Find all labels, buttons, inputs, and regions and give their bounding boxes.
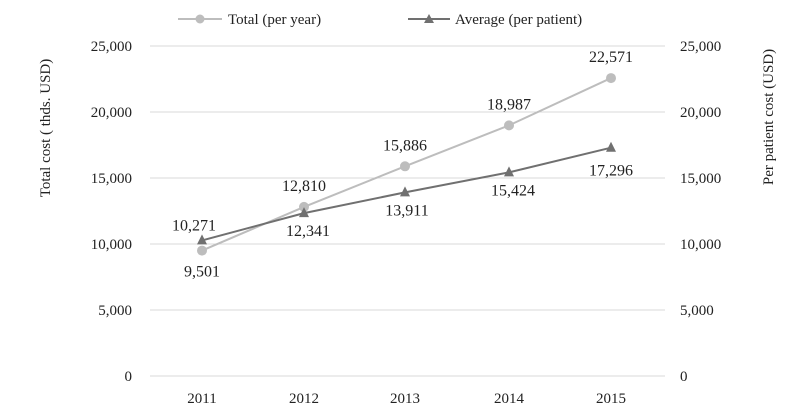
right-y-tick-label: 25,000 bbox=[680, 39, 721, 55]
data-point-circle bbox=[197, 245, 207, 256]
x-tick-label: 2011 bbox=[187, 391, 216, 407]
legend-item-average: Average (per patient) bbox=[408, 12, 582, 28]
x-tick-label: 2015 bbox=[596, 391, 626, 407]
left-y-tick-label: 5,000 bbox=[98, 303, 132, 319]
data-label: 15,886 bbox=[383, 137, 427, 154]
data-label: 10,271 bbox=[172, 217, 216, 234]
legend-item-total: Total (per year) bbox=[178, 12, 321, 28]
data-label: 9,501 bbox=[184, 264, 220, 281]
data-labels: 9,501 12,810 15,886 18,987 22,571 10,271 12,34… bbox=[172, 49, 633, 281]
left-y-tick-label: 15,000 bbox=[91, 171, 132, 187]
data-point-circle bbox=[504, 120, 514, 131]
right-y-axis-title: Per patient cost (USD) bbox=[761, 49, 777, 185]
left-y-axis-title: Total cost ( thds. USD) bbox=[38, 59, 54, 198]
right-y-tick-label: 15,000 bbox=[680, 171, 721, 187]
left-y-tick-label: 20,000 bbox=[91, 105, 132, 121]
data-point-triangle bbox=[606, 141, 616, 152]
x-tick-label: 2014 bbox=[494, 391, 525, 407]
data-label: 18,987 bbox=[487, 96, 531, 113]
right-y-axis-ticks: 0 5,000 10,000 15,000 20,000 25,000 bbox=[680, 39, 721, 385]
legend-triangle-marker bbox=[424, 14, 434, 23]
legend-label: Average (per patient) bbox=[455, 12, 582, 28]
data-point-circle bbox=[400, 161, 410, 172]
left-y-tick-label: 0 bbox=[125, 369, 133, 385]
data-point-circle bbox=[606, 73, 616, 84]
right-y-tick-label: 20,000 bbox=[680, 105, 721, 121]
data-label: 22,571 bbox=[589, 49, 633, 66]
x-tick-label: 2012 bbox=[289, 391, 319, 407]
legend: Total (per year) Average (per patient) bbox=[178, 12, 582, 28]
x-axis-ticks: 2011 2012 2013 2014 2015 bbox=[187, 391, 626, 407]
legend-label: Total (per year) bbox=[228, 12, 321, 28]
left-y-axis-ticks: 0 5,000 10,000 15,000 20,000 25,000 bbox=[91, 39, 132, 385]
series-layer bbox=[197, 73, 616, 256]
legend-circle-marker bbox=[195, 14, 205, 24]
data-point-circle bbox=[299, 201, 309, 212]
data-label: 17,296 bbox=[589, 163, 633, 180]
data-point-triangle bbox=[400, 186, 410, 197]
data-label: 13,911 bbox=[385, 202, 428, 219]
left-y-tick-label: 10,000 bbox=[91, 237, 132, 253]
right-y-tick-label: 5,000 bbox=[680, 303, 714, 319]
data-label: 15,424 bbox=[491, 182, 535, 199]
right-y-tick-label: 0 bbox=[680, 369, 688, 385]
data-point-triangle bbox=[504, 166, 514, 177]
data-label: 12,810 bbox=[282, 178, 326, 195]
gridlines bbox=[150, 45, 665, 377]
right-y-tick-label: 10,000 bbox=[680, 237, 721, 253]
data-point-triangle bbox=[299, 207, 309, 218]
data-point-triangle bbox=[197, 234, 207, 245]
left-y-tick-label: 25,000 bbox=[91, 39, 132, 55]
x-tick-label: 2013 bbox=[390, 391, 420, 407]
data-label: 12,341 bbox=[286, 223, 330, 240]
